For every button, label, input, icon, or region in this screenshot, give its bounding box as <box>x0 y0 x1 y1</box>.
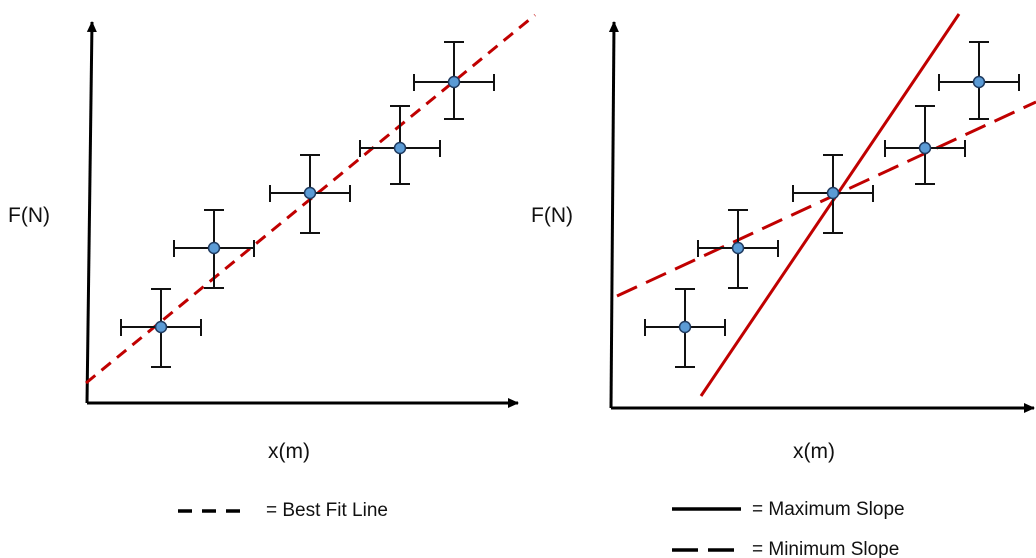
legend-best-fit-label: = Best Fit Line <box>266 500 388 521</box>
left-data-point-2 <box>173 209 255 289</box>
right-data-point-2 <box>697 209 779 289</box>
left-data-point-1 <box>120 288 202 368</box>
right-data-point-5 <box>938 41 1020 120</box>
right-y-axis-label: F(N) <box>531 204 573 227</box>
left-data-point-4 <box>359 105 441 185</box>
right-x-axis-label: x(m) <box>793 440 835 463</box>
left-data-point-5 <box>413 41 495 120</box>
right-data-point-1 <box>644 288 726 368</box>
right-data-point-3 <box>792 154 874 234</box>
legend-minimum-slope-label: = Minimum Slope <box>752 539 899 558</box>
minimum-slope-line <box>616 100 1036 298</box>
left-x-axis-label: x(m) <box>268 440 310 463</box>
left-data-point-3 <box>269 154 351 234</box>
left-y-axis <box>85 21 97 404</box>
left-y-axis-label: F(N) <box>8 204 50 227</box>
right-data-point-4 <box>884 105 966 185</box>
left-panel: F(N) x(m) = Best Fit Line <box>8 13 536 521</box>
right-panel: F(N) x(m) = Maximum Slope = Minimum Slop… <box>531 13 1036 558</box>
maximum-slope-line <box>699 13 961 397</box>
right-y-axis <box>608 21 619 409</box>
legend-maximum-slope-label: = Maximum Slope <box>752 499 905 520</box>
